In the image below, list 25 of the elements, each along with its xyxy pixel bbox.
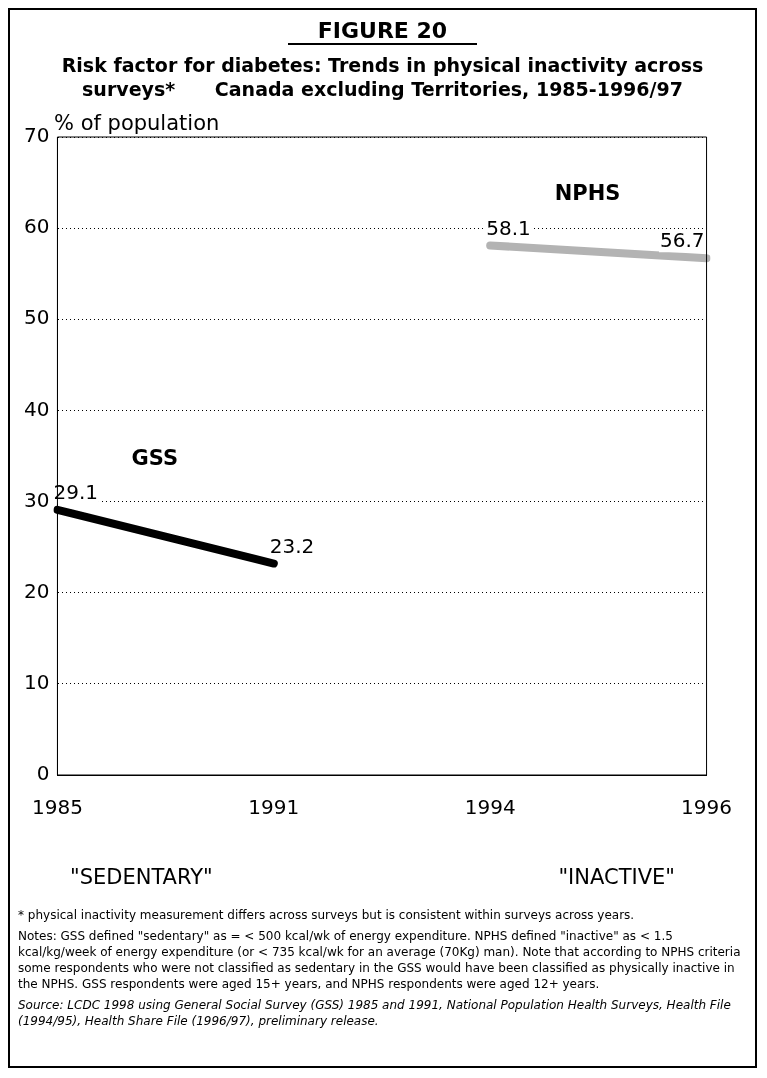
x-tick-label: 1991 [248, 795, 300, 820]
y-tick-label: 60 [24, 214, 50, 239]
y-tick-label: 40 [24, 396, 50, 421]
data-label: 58.1 [486, 215, 531, 240]
text: "SEDENTARY" [70, 865, 213, 889]
chart-title: FIGURE 20 [287, 18, 478, 45]
x-tick-label: 1994 [464, 795, 516, 820]
text: Notes: GSS defined "sedentary" as = < 500 kcal/wk of energy expenditure. NPHS defined "inactive" as < 1.5 kcal/kg/week of energy expenditure (or < 735 kcal/wk for an average (70Kg) man). Note that according to NPHS criteria some respondents who were not classified as sedentary in the GSS would have been classified as physically inactive in the NPHS. GSS respondents were aged 15+ years, and NPHS respondents were aged 12+ years. [18, 928, 742, 992]
x-tick-label: 1996 [681, 795, 732, 820]
y-tick-label: 70 [24, 123, 50, 148]
chart-subtitle: Risk factor for diabetes: Trends in physical inactivity across surveys* Canada excluding Territories, 1985-1996/97 [60, 53, 705, 101]
x-tick-label: 1985 [32, 795, 83, 820]
text: NPHS [554, 181, 621, 206]
source-note: Source: LCDC 1998 using General Social Survey (GSS) 1985 and 1991, National Population Health Surveys, Health File (1994/95), Health Share File (1996/97), preliminary release. [18, 997, 732, 1029]
data-label: 23.2 [269, 533, 315, 558]
y-tick-label: 50 [24, 305, 50, 330]
text: "INACTIVE" [558, 865, 675, 889]
y-tick-label: 10 [24, 670, 50, 695]
text: GSS [131, 445, 179, 470]
y-tick-label: 20 [24, 578, 50, 603]
y-tick-label: 30 [24, 487, 50, 512]
text: * physical inactivity measurement differs across surveys but is consistent within surveys across years. [18, 907, 636, 923]
y-axis-title: % of population [54, 111, 221, 137]
data-label: 56.7 [660, 228, 705, 253]
y-tick-label: 0 [36, 761, 50, 786]
